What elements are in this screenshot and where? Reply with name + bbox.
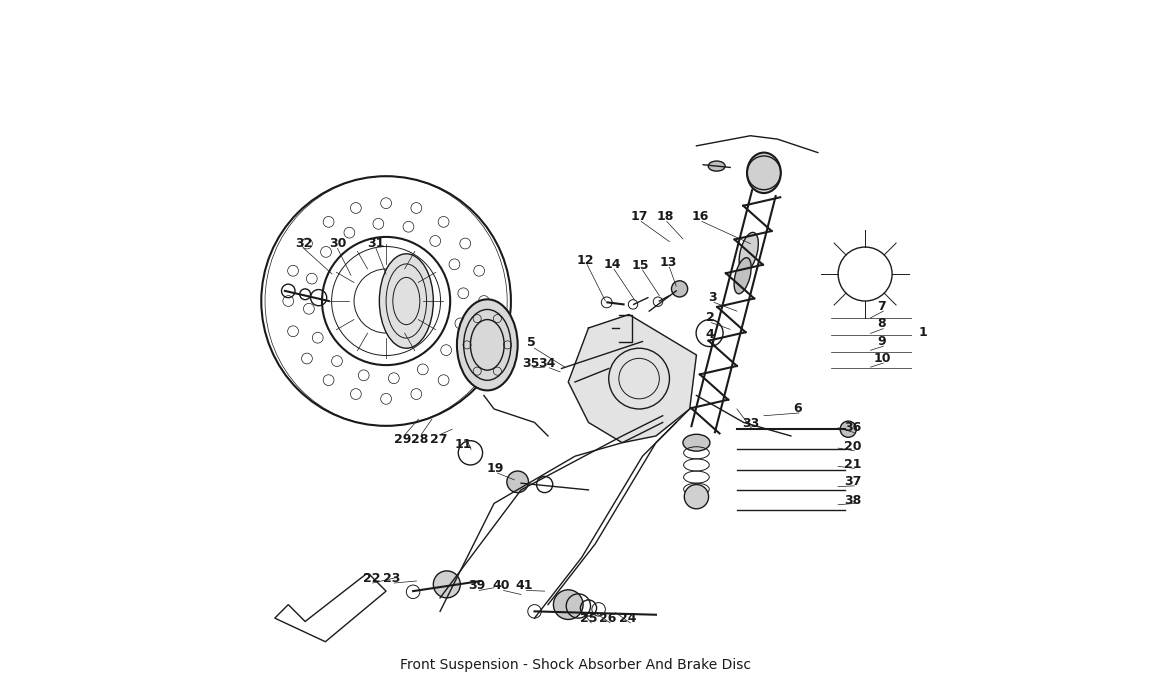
Ellipse shape: [457, 299, 518, 391]
Ellipse shape: [380, 254, 434, 348]
Ellipse shape: [683, 434, 710, 451]
Text: 16: 16: [691, 210, 708, 223]
Text: 11: 11: [455, 438, 473, 451]
Ellipse shape: [748, 152, 781, 193]
Polygon shape: [568, 314, 697, 443]
Text: 13: 13: [659, 256, 677, 269]
Text: 6: 6: [793, 402, 802, 415]
Circle shape: [434, 571, 460, 598]
Text: 38: 38: [844, 494, 861, 507]
Text: 20: 20: [844, 441, 861, 454]
Text: 10: 10: [873, 352, 891, 365]
Text: 30: 30: [329, 237, 346, 250]
Circle shape: [684, 484, 708, 509]
Text: Front Suspension - Shock Absorber And Brake Disc: Front Suspension - Shock Absorber And Br…: [399, 658, 751, 672]
Text: 33: 33: [742, 417, 759, 430]
Polygon shape: [275, 574, 386, 642]
Text: 5: 5: [528, 336, 536, 349]
Text: 41: 41: [515, 579, 532, 592]
Circle shape: [841, 421, 857, 437]
Text: 34: 34: [538, 357, 555, 370]
Circle shape: [553, 590, 583, 619]
Text: 36: 36: [844, 421, 861, 434]
Text: 8: 8: [877, 318, 887, 331]
Text: 2: 2: [706, 311, 714, 324]
Text: 1: 1: [918, 326, 927, 339]
Text: 26: 26: [599, 611, 616, 625]
Text: 18: 18: [657, 210, 674, 223]
Text: 3: 3: [708, 291, 716, 304]
Text: 12: 12: [576, 254, 593, 267]
Text: 40: 40: [492, 579, 509, 592]
Text: 37: 37: [844, 475, 861, 488]
Text: 7: 7: [877, 300, 887, 313]
Circle shape: [507, 471, 529, 492]
Text: 35: 35: [522, 357, 539, 370]
Text: 28: 28: [412, 433, 429, 446]
Text: 21: 21: [844, 458, 861, 471]
Text: 24: 24: [619, 611, 636, 625]
Text: 9: 9: [877, 335, 887, 348]
Text: 31: 31: [367, 237, 384, 250]
Text: 4: 4: [706, 329, 714, 342]
Text: 17: 17: [631, 210, 649, 223]
Ellipse shape: [739, 232, 758, 272]
Text: 19: 19: [486, 462, 504, 475]
Text: 14: 14: [604, 258, 621, 271]
Text: 29: 29: [394, 433, 412, 446]
Text: 25: 25: [580, 611, 597, 625]
Text: 27: 27: [430, 433, 447, 446]
Circle shape: [672, 281, 688, 297]
Text: 15: 15: [631, 259, 650, 272]
Ellipse shape: [708, 161, 726, 171]
Ellipse shape: [734, 257, 751, 294]
Text: 22: 22: [362, 572, 380, 585]
Text: 23: 23: [383, 572, 400, 585]
Text: 39: 39: [468, 579, 485, 592]
Text: 32: 32: [296, 237, 313, 250]
